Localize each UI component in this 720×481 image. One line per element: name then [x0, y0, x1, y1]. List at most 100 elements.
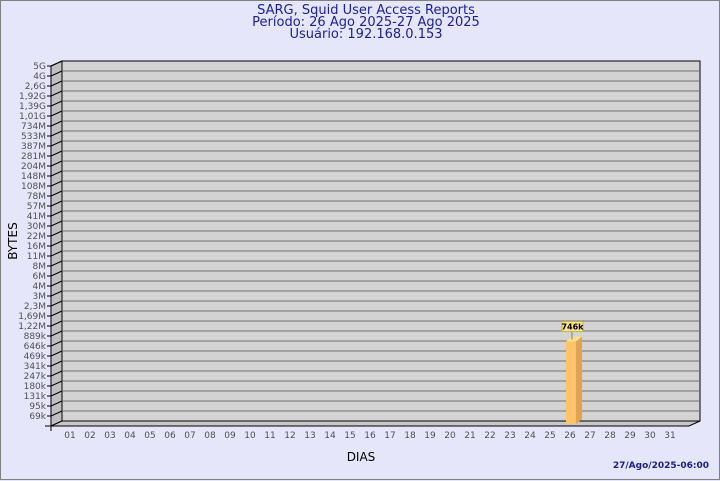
report-timestamp: 27/Ago/2025-06:00 [612, 461, 709, 471]
y-tick-slant [50, 140, 63, 147]
x-tick-label: 14 [324, 431, 336, 441]
x-tick-label: 04 [124, 431, 136, 441]
y-tick-slant [50, 210, 63, 217]
y-tick-slant [50, 250, 63, 257]
plot-floor [50, 420, 701, 427]
bar-top [566, 336, 582, 342]
data-label-box [561, 321, 584, 333]
y-tick-slant [50, 90, 63, 97]
y-tick-label: 247k [24, 372, 47, 382]
y-tick-slant [50, 300, 63, 307]
x-tick-label: 25 [544, 431, 555, 441]
x-tick-label: 05 [144, 431, 155, 441]
y-tick-slant [50, 240, 63, 247]
x-tick-label: 13 [304, 431, 315, 441]
y-tick-label: 41M [27, 212, 46, 222]
y-tick-label: 2,3M [24, 302, 46, 312]
y-tick-slant [50, 180, 63, 187]
y-tick-label: 95k [29, 402, 46, 412]
y-tick-label: 8M [33, 262, 47, 272]
y-tick-slant [50, 280, 63, 287]
y-tick-label: 1,01G [19, 112, 46, 122]
y-tick-slant [50, 190, 63, 197]
y-tick-label: 4G [33, 72, 46, 82]
y-tick-label: 6M [33, 272, 47, 282]
y-tick-label: 57M [27, 202, 46, 212]
y-tick-slant [50, 390, 63, 397]
x-tick-label: 07 [184, 431, 195, 441]
y-tick-slant [50, 270, 63, 277]
y-tick-slant [50, 410, 63, 417]
bar [566, 341, 576, 424]
y-tick-slant [50, 60, 63, 67]
chart-subtitle-period: Período: 26 Ago 2025-27 Ago 2025 [252, 15, 480, 30]
x-tick-label: 21 [464, 431, 475, 441]
y-tick-label: 2,6G [25, 82, 46, 92]
y-tick-label: 131k [24, 392, 47, 402]
x-tick-label: 09 [224, 431, 236, 441]
x-tick-label: 20 [444, 431, 456, 441]
y-tick-label: 1,69M [18, 312, 46, 322]
y-tick-slant [50, 160, 63, 167]
y-tick-label: 16M [27, 242, 46, 252]
y-tick-label: 180k [24, 382, 47, 392]
x-tick-label: 28 [604, 431, 616, 441]
y-tick-slant [50, 380, 63, 387]
y-tick-slant [50, 400, 63, 407]
y-tick-slant [50, 340, 63, 347]
x-tick-label: 30 [644, 431, 656, 441]
y-tick-slant [50, 220, 63, 227]
y-tick-label: 469k [24, 352, 47, 362]
y-tick-label: 889k [24, 332, 47, 342]
x-tick-label: 26 [564, 431, 576, 441]
x-tick-label: 01 [64, 431, 75, 441]
x-tick-label: 22 [484, 431, 495, 441]
x-tick-label: 10 [244, 431, 256, 441]
x-tick-label: 03 [104, 431, 115, 441]
x-tick-label: 02 [84, 431, 95, 441]
x-tick-label: 31 [664, 431, 675, 441]
y-tick-label: 3M [33, 292, 47, 302]
x-tick-label: 27 [584, 431, 595, 441]
x-tick-label: 24 [524, 431, 536, 441]
y-tick-slant [50, 370, 63, 377]
y-tick-label: 108M [21, 182, 46, 192]
y-tick-label: 387M [21, 142, 46, 152]
y-tick-label: 4M [33, 282, 47, 292]
x-tick-label: 08 [204, 431, 216, 441]
y-tick-label: 22M [27, 232, 46, 242]
y-tick-label: 204M [21, 162, 46, 172]
y-tick-label: 78M [27, 192, 46, 202]
y-tick-label: 148M [21, 172, 46, 182]
x-tick-label: 29 [624, 431, 636, 441]
y-tick-slant [50, 170, 63, 177]
y-tick-slant [50, 230, 63, 237]
x-tick-label: 23 [504, 431, 515, 441]
x-tick-label: 19 [424, 431, 436, 441]
x-tick-label: 17 [384, 431, 395, 441]
y-tick-slant [50, 350, 63, 357]
y-tick-slant [50, 100, 63, 107]
y-tick-slant [50, 120, 63, 127]
y-tick-slant [50, 130, 63, 137]
chart-subtitle-user: Usuário: 192.168.0.153 [289, 27, 443, 42]
y-tick-label: 69k [29, 412, 46, 422]
y-axis-title: BYTES [6, 222, 20, 259]
chart-title: SARG, Squid User Access Reports [257, 3, 475, 18]
x-axis-title: DIAS [347, 450, 376, 464]
y-tick-label: 1,39G [19, 102, 46, 112]
y-tick-slant [50, 320, 63, 327]
y-tick-label: 646k [24, 342, 47, 352]
y-tick-slant [50, 110, 63, 117]
y-tick-label: 1,22M [18, 322, 46, 332]
y-tick-label: 734M [21, 122, 46, 132]
y-tick-slant [50, 70, 63, 77]
y-tick-label: 5G [33, 62, 46, 72]
y-tick-slant [50, 150, 63, 157]
x-tick-label: 16 [364, 431, 376, 441]
y-tick-slant [50, 290, 63, 297]
data-label: 746k [561, 323, 584, 332]
y-tick-slant [50, 310, 63, 317]
y-tick-label: 11M [27, 252, 46, 262]
